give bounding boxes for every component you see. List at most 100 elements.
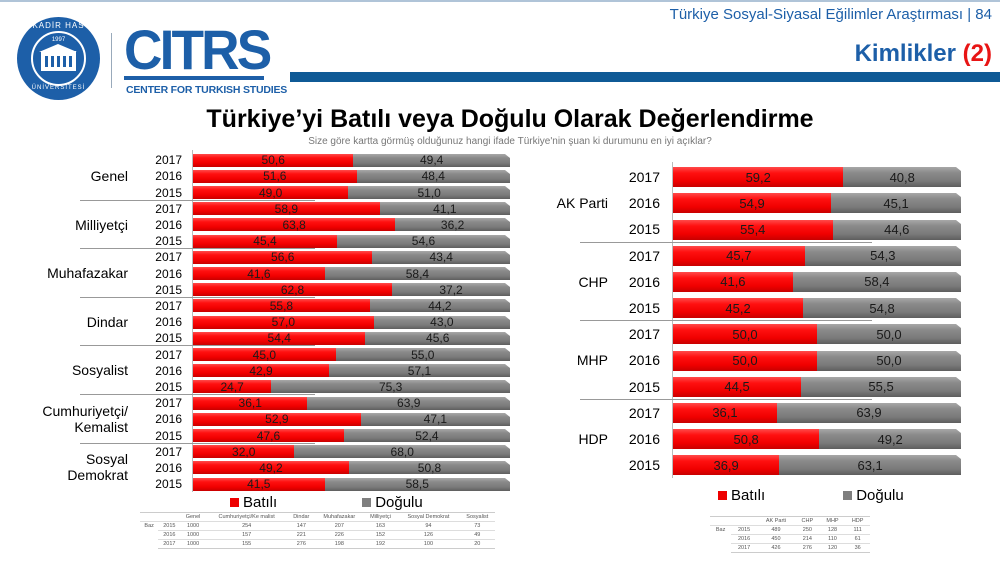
table-cell: 226	[315, 530, 364, 540]
column-header: AK Parti	[756, 516, 796, 526]
group-separator	[80, 248, 315, 250]
batili-segment: 50,6	[193, 153, 354, 167]
column-header: Sosyalist	[459, 512, 495, 522]
batili-segment: 32,0	[193, 445, 295, 459]
base-sizes-table-identity: Genel Cumhuriyetçi/Ke malist Dindar Muhafaz…	[140, 512, 495, 549]
column-header: HDP	[845, 516, 870, 526]
citrs-logo: CITRS	[124, 18, 272, 81]
legend-dogulu-label: Doğulu	[375, 494, 423, 511]
batili-segment: 36,1	[193, 396, 308, 410]
stacked-bar: 50,0 50,0	[673, 324, 961, 345]
table-cell: 49	[459, 530, 495, 540]
batili-segment: 52,9	[193, 412, 361, 426]
stacked-bar: 59,2 40,8	[673, 167, 961, 188]
year-label: 2015	[155, 185, 182, 200]
table-cell: 36	[845, 543, 870, 553]
year-label: 2016	[628, 273, 660, 290]
stacked-bar: 45,7 54,3	[673, 245, 961, 266]
dogulu-segment: 44,2	[369, 299, 510, 313]
section-title-text: Kimlikler	[854, 40, 956, 67]
column-header: Cumhuriyetçi/Ke malist	[205, 512, 288, 522]
batili-segment: 51,6	[193, 169, 357, 183]
seal-top-text: KADİR HAS	[32, 21, 85, 30]
seal-building-roof-icon	[39, 44, 77, 52]
table-cell: 450	[756, 534, 796, 544]
row-year: 2016	[158, 530, 181, 540]
legend-dogulu-label: Doğulu	[856, 487, 904, 504]
dogulu-segment: 52,4	[343, 429, 510, 442]
year-label: 2017	[628, 404, 660, 421]
stacked-bar: 24,7 75,3	[193, 380, 510, 394]
dogulu-segment: 49,4	[353, 153, 510, 167]
stacked-bar: 49,2 50,8	[193, 461, 510, 475]
year-label: 2016	[155, 169, 182, 184]
section-number: (2)	[962, 40, 992, 67]
stacked-bar: 58,9 41,1	[193, 202, 510, 216]
table-cell: 155	[205, 539, 288, 549]
dogulu-segment: 50,8	[348, 461, 510, 475]
dogulu-segment: 55,0	[335, 348, 510, 361]
stacked-bar: 36,9 63,1	[673, 455, 961, 476]
year-label: 2016	[628, 431, 660, 448]
dogulu-segment: 45,1	[831, 193, 961, 214]
batili-segment: 55,8	[193, 299, 370, 313]
dogulu-segment: 41,1	[379, 202, 510, 216]
group-label: CHP	[578, 273, 608, 290]
table-corner	[731, 516, 757, 526]
stacked-bar: 41,5 58,5	[193, 477, 510, 491]
batili-segment: 54,4	[193, 331, 366, 345]
citrs-logo-subtitle: CENTER FOR TURKISH STUDIES	[126, 84, 288, 96]
batili-segment: 49,2	[193, 461, 349, 475]
table-corner	[158, 512, 181, 522]
year-label: 2016	[628, 352, 660, 369]
chart-axis	[192, 150, 193, 493]
year-label: 2016	[155, 266, 182, 281]
legend-dogulu-swatch	[362, 498, 372, 507]
dogulu-segment: 44,6	[832, 219, 961, 240]
dogulu-segment: 63,9	[307, 396, 510, 410]
year-label: 2017	[155, 396, 182, 411]
group-label: Genel	[90, 167, 128, 184]
citrs-logo-underline	[124, 76, 264, 80]
column-header: Genel	[180, 512, 206, 522]
table-cell: 192	[363, 539, 398, 549]
table-cell: 1000	[180, 539, 206, 549]
dogulu-segment: 48,4	[356, 169, 510, 183]
table-cell: 221	[287, 530, 316, 540]
batili-segment: 36,9	[673, 455, 780, 476]
batili-segment: 45,2	[673, 298, 804, 319]
year-label: 2016	[155, 461, 182, 475]
dogulu-segment: 55,5	[801, 376, 961, 397]
group-separator	[580, 320, 872, 322]
row-group-label: Baz	[144, 523, 154, 529]
dogulu-segment: 51,0	[348, 186, 510, 199]
legend-batili-label: Batılı	[243, 494, 278, 511]
batili-segment: 41,6	[673, 271, 793, 292]
group-separator	[80, 345, 315, 347]
stacked-bar: 32,0 68,0	[193, 445, 510, 459]
stacked-bar: 36,1 63,9	[193, 396, 510, 410]
stacked-bar: 50,0 50,0	[673, 350, 961, 371]
dogulu-segment: 57,1	[328, 364, 510, 378]
stacked-bar: 49,0 51,0	[193, 186, 510, 199]
year-label: 2017	[155, 153, 182, 168]
stacked-bar: 50,6 49,4	[193, 153, 510, 167]
dogulu-segment: 58,4	[324, 267, 510, 280]
year-label: 2015	[628, 300, 660, 317]
row-year: 2017	[731, 543, 757, 553]
batili-segment: 47,6	[193, 429, 344, 442]
year-label: 2015	[155, 477, 182, 492]
table-row: 2017 1000 155 276 198 192 100 20	[140, 539, 495, 549]
year-label: 2017	[155, 250, 182, 265]
stacked-bar: 52,9 47,1	[193, 412, 510, 426]
legend-batili-swatch	[230, 498, 239, 507]
table-cell: 110	[819, 534, 846, 544]
column-header: MHP	[819, 516, 846, 526]
legend-batili-label: Batılı	[731, 487, 766, 504]
year-label: 2015	[155, 380, 182, 394]
stacked-bar: 56,6 43,4	[193, 250, 510, 264]
group-label: Muhafazakar	[47, 265, 128, 282]
batili-segment: 55,4	[673, 219, 833, 240]
table-header-row: Genel Cumhuriyetçi/Ke malist Dindar Muhafaz…	[140, 512, 495, 522]
legend-batili-swatch	[718, 491, 727, 500]
